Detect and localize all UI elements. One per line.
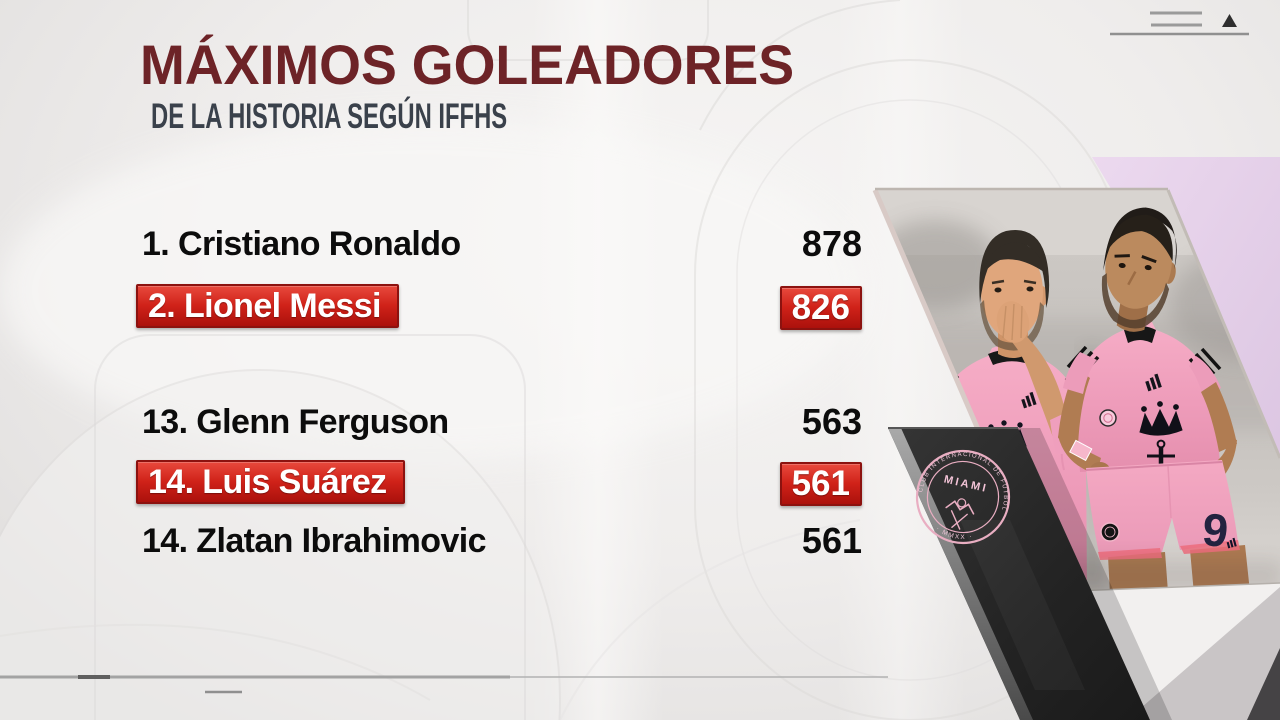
goals-cell: 878 bbox=[802, 222, 862, 266]
ranking-row: 1. Cristiano Ronaldo 878 bbox=[136, 222, 862, 266]
goals-value: 561 bbox=[791, 464, 850, 503]
goals-value: 826 bbox=[791, 288, 850, 327]
goals-value: 563 bbox=[801, 401, 862, 442]
ranking-row: 14. Zlatan Ibrahimovic 561 bbox=[136, 519, 862, 563]
player-name-cell: 2. Lionel Messi bbox=[136, 284, 399, 328]
player-name-label: 1. Cristiano Ronaldo bbox=[142, 224, 461, 263]
player-name-label: 14. Zlatan Ibrahimovic bbox=[142, 521, 487, 560]
player-name-label: 13. Glenn Ferguson bbox=[142, 402, 449, 441]
goals-value: 561 bbox=[801, 520, 862, 561]
ranking-row: 13. Glenn Ferguson 563 bbox=[136, 400, 862, 444]
goals-cell: 826 bbox=[779, 286, 862, 330]
player-name-cell: 1. Cristiano Ronaldo bbox=[136, 222, 475, 266]
goals-cell: 561 bbox=[779, 462, 862, 506]
goals-cell: 561 bbox=[802, 519, 862, 563]
player-name-cell: 14. Luis Suárez bbox=[136, 460, 405, 504]
goals-cell: 563 bbox=[802, 400, 862, 444]
ranking-row: 2. Lionel Messi 826 bbox=[136, 284, 862, 330]
player-name-cell: 13. Glenn Ferguson bbox=[136, 400, 463, 444]
player-name-label: 14. Luis Suárez bbox=[148, 462, 387, 501]
ranking-row: 14. Luis Suárez 561 bbox=[136, 460, 862, 506]
player-name-label: 2. Lionel Messi bbox=[148, 286, 381, 325]
player-name-cell: 14. Zlatan Ibrahimovic bbox=[136, 519, 500, 563]
goals-value: 878 bbox=[801, 223, 862, 264]
